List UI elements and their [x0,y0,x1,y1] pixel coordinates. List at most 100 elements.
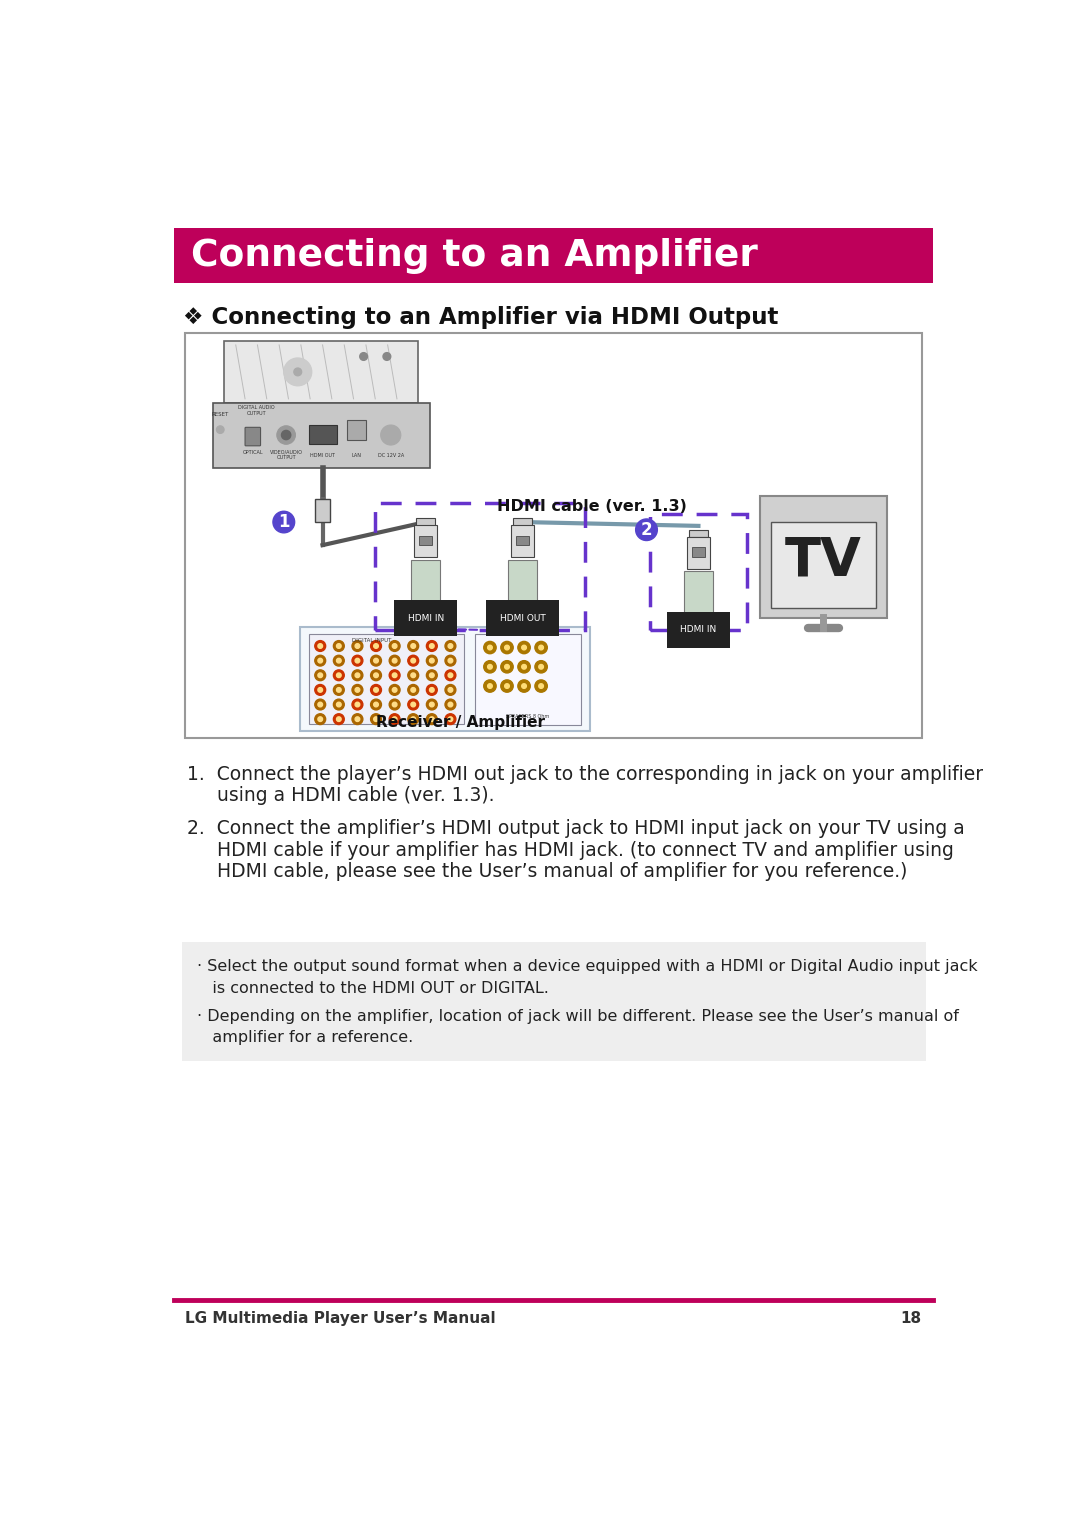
Circle shape [276,426,296,444]
Circle shape [445,713,456,724]
Circle shape [374,644,378,649]
FancyBboxPatch shape [513,518,531,525]
Circle shape [430,702,434,707]
Circle shape [488,664,492,669]
Text: 2.  Connect the amplifier’s HDMI output jack to HDMI input jack on your TV using: 2. Connect the amplifier’s HDMI output j… [187,820,964,838]
Circle shape [504,684,510,689]
Text: · Select the output sound format when a device equipped with a HDMI or Digital A: · Select the output sound format when a … [197,959,977,974]
Circle shape [517,641,530,654]
Circle shape [448,702,453,707]
Circle shape [445,655,456,666]
Circle shape [352,713,363,724]
Circle shape [488,646,492,651]
Circle shape [389,670,400,681]
FancyBboxPatch shape [692,548,704,557]
Circle shape [448,658,453,663]
FancyBboxPatch shape [186,333,921,738]
Circle shape [370,684,381,695]
Circle shape [389,655,400,666]
Text: HDMI cable (ver. 1.3): HDMI cable (ver. 1.3) [497,499,687,515]
Circle shape [410,658,416,663]
FancyBboxPatch shape [416,518,435,525]
Circle shape [389,684,400,695]
Circle shape [334,684,345,695]
FancyBboxPatch shape [414,525,437,557]
Circle shape [355,644,360,649]
Circle shape [352,699,363,710]
FancyBboxPatch shape [516,536,529,545]
Text: Receiver / Amplifier: Receiver / Amplifier [376,715,545,730]
Circle shape [284,357,312,386]
Circle shape [334,699,345,710]
Circle shape [314,713,326,724]
Circle shape [504,664,510,669]
Circle shape [430,687,434,692]
Circle shape [448,716,453,721]
Circle shape [337,716,341,721]
Circle shape [318,644,323,649]
Circle shape [535,641,548,654]
FancyBboxPatch shape [511,525,535,557]
Circle shape [314,655,326,666]
Circle shape [352,641,363,652]
FancyBboxPatch shape [770,522,876,608]
Circle shape [445,684,456,695]
Text: 2: 2 [640,521,652,539]
FancyBboxPatch shape [684,571,713,615]
Circle shape [430,644,434,649]
Circle shape [370,699,381,710]
FancyBboxPatch shape [347,420,366,440]
Text: VIDEO/AUDIO
OUTPUT: VIDEO/AUDIO OUTPUT [270,449,302,461]
Text: is connected to the HDMI OUT or DIGITAL.: is connected to the HDMI OUT or DIGITAL. [197,980,549,996]
Circle shape [501,641,513,654]
Circle shape [334,670,345,681]
Circle shape [314,699,326,710]
Circle shape [374,673,378,678]
FancyBboxPatch shape [759,496,887,618]
Circle shape [392,716,397,721]
Circle shape [430,673,434,678]
Circle shape [430,658,434,663]
FancyBboxPatch shape [314,499,330,522]
FancyBboxPatch shape [245,428,260,446]
Circle shape [318,716,323,721]
Circle shape [314,684,326,695]
Circle shape [374,687,378,692]
FancyBboxPatch shape [687,536,710,570]
Circle shape [427,699,437,710]
Circle shape [636,519,658,541]
Circle shape [380,425,401,444]
Text: DIGITAL INPUT: DIGITAL INPUT [352,638,391,643]
Circle shape [408,670,419,681]
Text: HDMI OUT: HDMI OUT [500,614,545,623]
Text: · Depending on the amplifier, location of jack will be different. Please see the: · Depending on the amplifier, location o… [197,1009,959,1023]
Circle shape [427,641,437,652]
Circle shape [448,644,453,649]
Text: Connecting to an Amplifier: Connecting to an Amplifier [191,238,758,273]
FancyBboxPatch shape [419,536,432,545]
Circle shape [355,716,360,721]
Circle shape [337,687,341,692]
Circle shape [501,661,513,673]
Text: DIGITAL AUDIO
OUTPUT: DIGITAL AUDIO OUTPUT [239,405,275,415]
Circle shape [355,673,360,678]
Text: LG Multimedia Player User’s Manual: LG Multimedia Player User’s Manual [186,1312,496,1327]
Circle shape [334,641,345,652]
Circle shape [448,673,453,678]
Text: amplifier for a reference.: amplifier for a reference. [197,1031,414,1046]
Circle shape [539,646,543,651]
Circle shape [445,670,456,681]
Circle shape [410,716,416,721]
Text: ❖ Connecting to an Amplifier via HDMI Output: ❖ Connecting to an Amplifier via HDMI Ou… [183,307,779,330]
Text: DC 12V 2A: DC 12V 2A [378,452,404,458]
Circle shape [392,658,397,663]
Circle shape [408,713,419,724]
Circle shape [535,680,548,692]
FancyBboxPatch shape [475,634,581,724]
Circle shape [522,664,526,669]
Circle shape [522,684,526,689]
FancyBboxPatch shape [300,626,590,731]
FancyBboxPatch shape [174,228,933,284]
Circle shape [392,644,397,649]
Text: HDMI OUT: HDMI OUT [310,452,335,458]
